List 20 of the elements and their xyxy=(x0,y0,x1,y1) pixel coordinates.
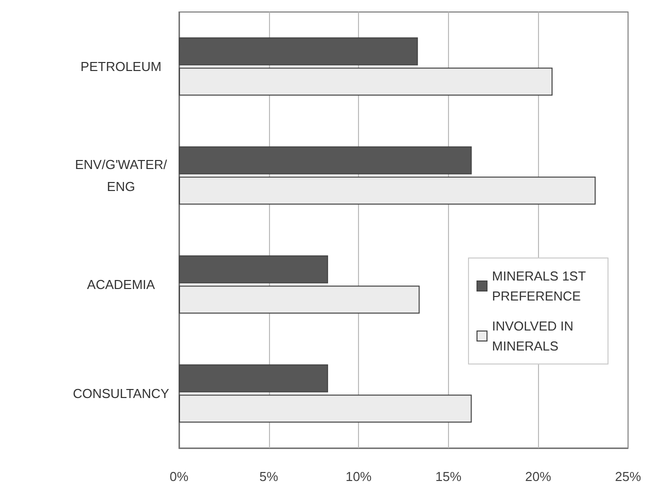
y-tick-label: PETROLEUM xyxy=(80,59,162,74)
bar xyxy=(179,364,328,392)
bar xyxy=(179,176,596,205)
y-tick-label: ENV/G'WATER/ENG xyxy=(74,157,168,194)
x-tick-label: 10% xyxy=(346,469,372,484)
x-tick-label: 5% xyxy=(259,469,279,484)
bar xyxy=(179,255,328,284)
x-tick-label: 15% xyxy=(435,469,462,484)
legend-label: INVOLVED IN MINERALS xyxy=(492,318,578,354)
bar xyxy=(179,68,553,96)
bar xyxy=(179,37,418,66)
y-tick-label: CONSULTANCY xyxy=(72,386,170,401)
x-tick-label: 20% xyxy=(525,469,552,484)
y-tick-label: ACADEMIA xyxy=(87,277,156,292)
bar xyxy=(179,146,472,174)
x-tick-label: 0% xyxy=(170,469,189,484)
bar xyxy=(179,286,420,314)
x-tick-label: 25% xyxy=(614,469,642,484)
legend-label: MINERALS 1ST PREFERENCE xyxy=(492,268,590,304)
bar xyxy=(179,394,472,423)
